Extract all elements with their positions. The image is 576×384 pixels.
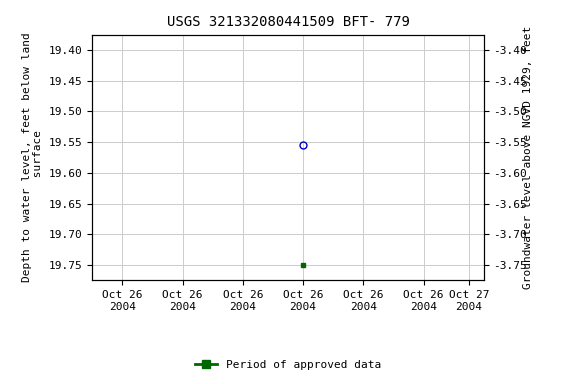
Y-axis label: Groundwater level above NGVD 1929, feet: Groundwater level above NGVD 1929, feet xyxy=(523,26,533,289)
Legend: Period of approved data: Period of approved data xyxy=(191,356,385,375)
Title: USGS 321332080441509 BFT- 779: USGS 321332080441509 BFT- 779 xyxy=(166,15,410,29)
Y-axis label: Depth to water level, feet below land
 surface: Depth to water level, feet below land su… xyxy=(21,33,43,282)
